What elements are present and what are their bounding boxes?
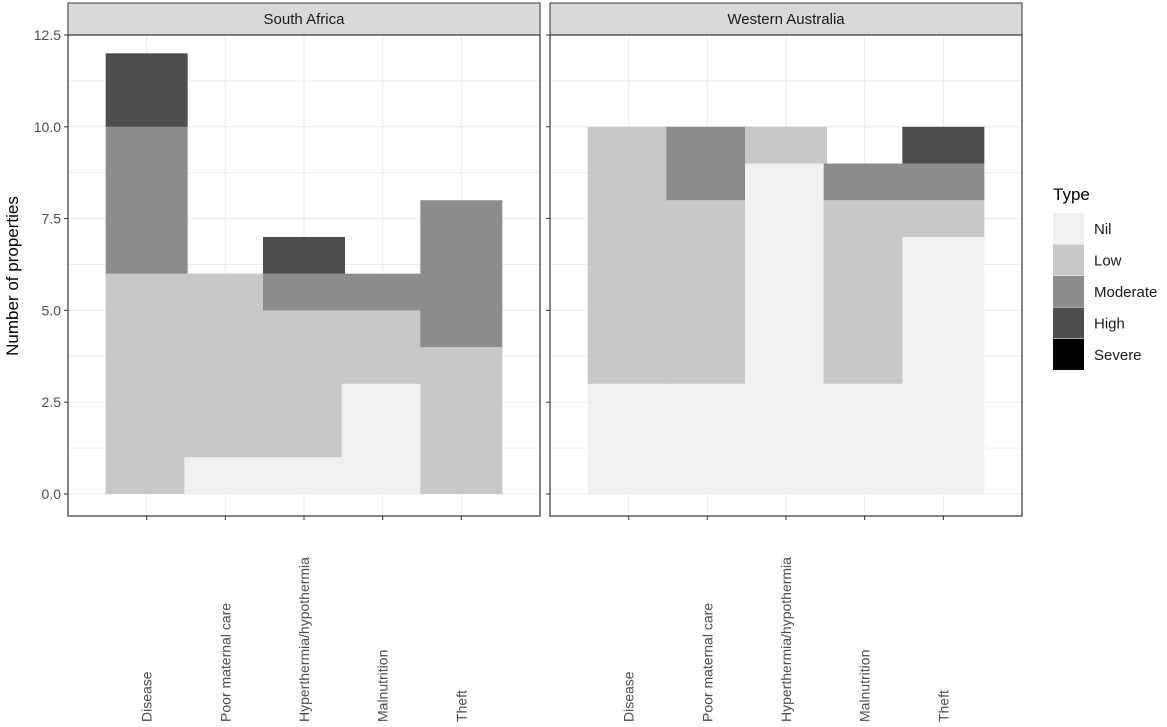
y-tick-label: 10.0 xyxy=(34,119,61,135)
y-tick-label: 7.5 xyxy=(42,211,62,227)
bar-low-disease xyxy=(587,126,670,384)
y-tick-label: 12.5 xyxy=(34,27,61,43)
legend-label-high: High xyxy=(1094,316,1125,333)
bar-moderate-poor-maternal-care xyxy=(666,126,749,201)
legend-title: Type xyxy=(1053,185,1090,204)
x-tick-label: Malnutrition xyxy=(857,650,873,722)
legend-swatch-moderate xyxy=(1053,276,1084,307)
bar-moderate-theft xyxy=(420,200,503,348)
panel-western-australia: Western Australia Disease Poor maternal ca… xyxy=(546,2,1023,722)
bar-nil-hyperthermia-hypothermia xyxy=(745,163,827,494)
legend-label-severe: Severe xyxy=(1094,347,1142,364)
bar-moderate-hyperthermia-hypothermia xyxy=(263,273,345,311)
bar-low-hyperthermia-hypothermia xyxy=(745,126,827,164)
bar-nil-malnutrition xyxy=(341,383,424,494)
legend-swatch-high xyxy=(1053,307,1084,339)
bar-low-hyperthermia-hypothermia xyxy=(263,310,345,458)
y-tick-label: 5.0 xyxy=(42,302,62,318)
x-tick-label: Theft xyxy=(935,690,951,722)
legend-label-nil: Nil xyxy=(1094,221,1112,238)
legend-swatch-low xyxy=(1053,244,1084,276)
bar-nil-poor-maternal-care xyxy=(184,457,267,494)
legend-label-low: Low xyxy=(1094,253,1122,270)
x-tick-label: Poor maternal care xyxy=(699,603,715,722)
x-tick-label: Poor maternal care xyxy=(217,603,233,722)
bar-moderate-theft xyxy=(902,163,985,201)
x-tick-label: Hyperthermia/hypothermia xyxy=(296,557,312,722)
y-tick-label: 0.0 xyxy=(42,486,62,502)
bar-nil-theft xyxy=(902,236,985,494)
y-tick-label: 2.5 xyxy=(42,394,62,410)
bar-low-poor-maternal-care xyxy=(666,200,749,384)
bar-low-malnutrition xyxy=(341,310,424,384)
bar-moderate-malnutrition xyxy=(341,273,424,311)
bar-low-theft xyxy=(902,200,985,237)
bar-low-malnutrition xyxy=(823,200,906,384)
x-tick-label: Malnutrition xyxy=(375,650,391,722)
x-tick-label: Disease xyxy=(621,671,637,722)
bar-nil-hyperthermia-hypothermia xyxy=(263,457,345,494)
panel-title: Western Australia xyxy=(727,11,845,28)
panel-south-africa: South Africa 0.0 2.5 5.0 7.5 10.0 12.5 Disease P… xyxy=(34,2,541,722)
bar-high-theft xyxy=(902,126,985,164)
bar-moderate-malnutrition xyxy=(823,163,906,201)
bar-high-disease xyxy=(105,53,188,127)
x-tick-label: Hyperthermia/hypothermia xyxy=(778,557,794,722)
x-tick-label: Disease xyxy=(139,671,155,722)
bar-low-disease xyxy=(105,273,188,494)
bar-low-theft xyxy=(420,347,503,494)
y-axis-title: Number of properties xyxy=(3,196,22,356)
bar-low-poor-maternal-care xyxy=(184,273,267,458)
x-tick-label: Theft xyxy=(453,690,469,722)
bar-moderate-disease xyxy=(105,126,188,274)
bar-nil-malnutrition xyxy=(823,383,906,494)
panel-strip xyxy=(67,2,541,36)
bar-nil-poor-maternal-care xyxy=(666,383,749,494)
panel-title: South Africa xyxy=(264,11,346,28)
bar-nil-disease xyxy=(587,383,670,494)
legend-swatch-severe xyxy=(1053,339,1084,370)
bars xyxy=(105,53,503,494)
legend-label-moderate: Moderate xyxy=(1094,284,1157,301)
panel-strip xyxy=(549,2,1023,36)
legend-swatch-nil xyxy=(1053,213,1084,244)
bars xyxy=(587,126,985,494)
bar-high-hyperthermia-hypothermia xyxy=(263,236,345,274)
